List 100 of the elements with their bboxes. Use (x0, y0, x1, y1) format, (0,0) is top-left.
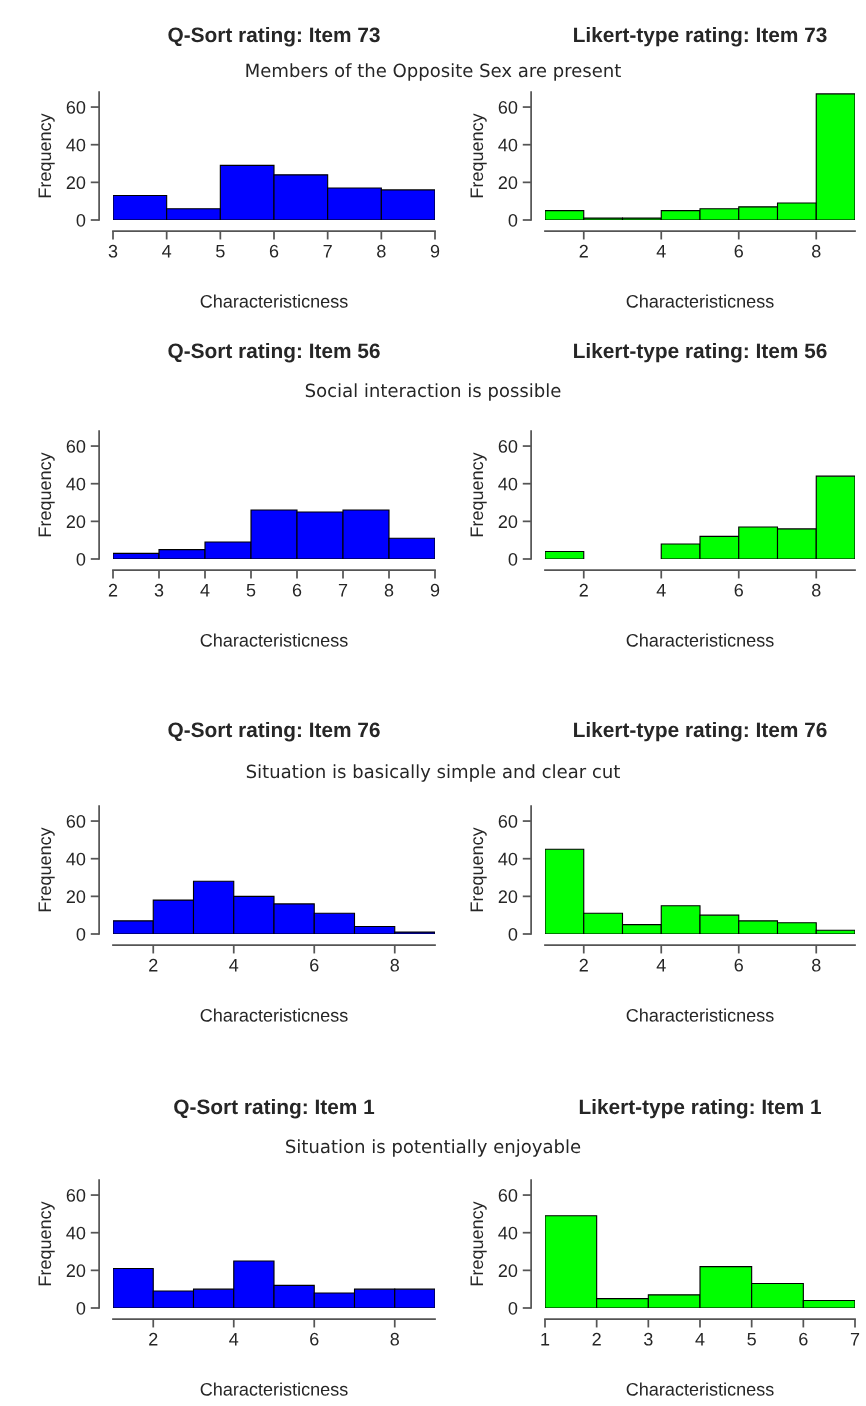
y-tick-label: 60 (66, 100, 86, 114)
chart-title: Likert-type rating: Item 1 (579, 1098, 821, 1119)
x-tick-label: 4 (162, 244, 172, 258)
y-axis-title: Frequency (38, 1201, 55, 1286)
y-tick-label: 0 (76, 213, 86, 227)
x-tick-label: 2 (592, 1332, 601, 1346)
x-tick-label: 6 (734, 244, 743, 258)
chart-subtitle: Situation is basically simple and clear cut (246, 764, 620, 782)
x-tick-label: 2 (149, 958, 158, 972)
x-tick-label: 8 (377, 244, 386, 258)
x-tick-label: 4 (656, 244, 666, 258)
x-axis-title: Characteristicness (626, 1382, 774, 1396)
chart-subtitle: Social interaction is possible (305, 383, 561, 401)
x-axis-title: Characteristicness (200, 1382, 348, 1396)
x-tick-label: 8 (812, 583, 821, 597)
chart-subtitle: Situation is potentially enjoyable (286, 1139, 581, 1157)
y-tick-label: 20 (66, 1264, 86, 1278)
x-tick-label: 5 (747, 1332, 756, 1346)
y-axis-title: Frequency (470, 1201, 487, 1286)
x-tick-label: 4 (656, 958, 666, 972)
y-tick-label: 60 (66, 1188, 86, 1202)
x-axis-title: Characteristicness (200, 1008, 348, 1022)
x-tick-label: 1 (541, 1332, 550, 1346)
x-axis-title: Characteristicness (200, 633, 348, 647)
y-tick-label: 0 (76, 927, 86, 941)
y-tick-label: 40 (498, 852, 518, 866)
chart-title: Q-Sort rating: Item 73 (168, 26, 380, 47)
x-tick-label: 8 (390, 958, 399, 972)
y-tick-label: 20 (66, 176, 86, 190)
x-tick-label: 4 (229, 1332, 239, 1346)
x-tick-label: 3 (154, 583, 164, 597)
x-tick-label: 6 (734, 958, 743, 972)
x-axis-title: Characteristicness (626, 294, 774, 308)
chart-title: Q-Sort rating: Item 1 (174, 1098, 375, 1119)
y-tick-label: 60 (498, 100, 518, 114)
x-tick-label: 8 (390, 1332, 399, 1346)
chart-title: Likert-type rating: Item 73 (574, 26, 827, 47)
y-axis-title: Frequency (470, 113, 487, 198)
y-tick-label: 0 (508, 552, 518, 566)
x-axis-title: Characteristicness (200, 294, 348, 308)
y-tick-label: 40 (66, 852, 86, 866)
x-tick-label: 2 (149, 1332, 158, 1346)
x-tick-label: 7 (850, 1332, 860, 1346)
chart-title: Likert-type rating: Item 76 (574, 721, 827, 742)
x-tick-label: 2 (579, 958, 588, 972)
x-tick-label: 6 (734, 583, 743, 597)
y-tick-label: 60 (498, 439, 518, 453)
y-axis-title: Frequency (470, 452, 487, 537)
y-tick-label: 60 (66, 814, 86, 828)
y-tick-label: 20 (498, 176, 518, 190)
y-axis-title: Frequency (38, 113, 55, 198)
y-tick-label: 40 (498, 138, 518, 152)
x-tick-label: 3 (644, 1332, 653, 1346)
x-tick-label: 9 (430, 583, 440, 597)
x-tick-label: 6 (799, 1332, 808, 1346)
x-tick-label: 2 (108, 583, 118, 597)
x-tick-label: 3 (108, 244, 118, 258)
x-tick-label: 6 (292, 583, 302, 597)
x-tick-label: 8 (812, 958, 821, 972)
x-tick-label: 5 (246, 583, 256, 597)
chart-title: Q-Sort rating: Item 76 (168, 721, 380, 742)
x-tick-label: 8 (812, 244, 821, 258)
y-tick-label: 20 (66, 515, 86, 529)
chart-title: Likert-type rating: Item 56 (574, 342, 827, 363)
x-tick-label: 4 (695, 1332, 705, 1346)
x-axis-title: Characteristicness (626, 1008, 774, 1022)
x-tick-label: 8 (384, 583, 394, 597)
x-tick-label: 2 (579, 244, 588, 258)
x-tick-label: 7 (323, 244, 332, 258)
x-tick-label: 4 (200, 583, 210, 597)
y-axis-title: Frequency (38, 827, 55, 912)
y-tick-label: 40 (66, 1226, 86, 1240)
y-tick-label: 20 (498, 515, 518, 529)
y-tick-label: 20 (66, 890, 86, 904)
y-tick-label: 0 (76, 1301, 86, 1315)
y-tick-label: 40 (498, 1226, 518, 1240)
y-tick-label: 60 (498, 814, 518, 828)
y-tick-label: 40 (66, 138, 86, 152)
y-tick-label: 0 (508, 927, 518, 941)
y-tick-label: 0 (76, 552, 86, 566)
x-tick-label: 4 (229, 958, 239, 972)
y-tick-label: 20 (498, 890, 518, 904)
x-tick-label: 9 (430, 244, 440, 258)
y-axis-title: Frequency (470, 827, 487, 912)
x-tick-label: 6 (310, 1332, 319, 1346)
x-axis-title: Characteristicness (626, 633, 774, 647)
y-tick-label: 40 (66, 477, 86, 491)
y-tick-label: 0 (508, 213, 518, 227)
x-tick-label: 5 (216, 244, 225, 258)
y-tick-label: 20 (498, 1264, 518, 1278)
y-axis-title: Frequency (38, 452, 55, 537)
x-tick-label: 6 (269, 244, 279, 258)
y-tick-label: 0 (508, 1301, 518, 1315)
x-tick-label: 4 (656, 583, 666, 597)
x-tick-label: 2 (579, 583, 588, 597)
y-tick-label: 60 (498, 1188, 518, 1202)
x-tick-label: 6 (310, 958, 319, 972)
chart-subtitle: Members of the Opposite Sex are present (246, 63, 621, 81)
y-tick-label: 40 (498, 477, 518, 491)
chart-title: Q-Sort rating: Item 56 (168, 342, 380, 363)
